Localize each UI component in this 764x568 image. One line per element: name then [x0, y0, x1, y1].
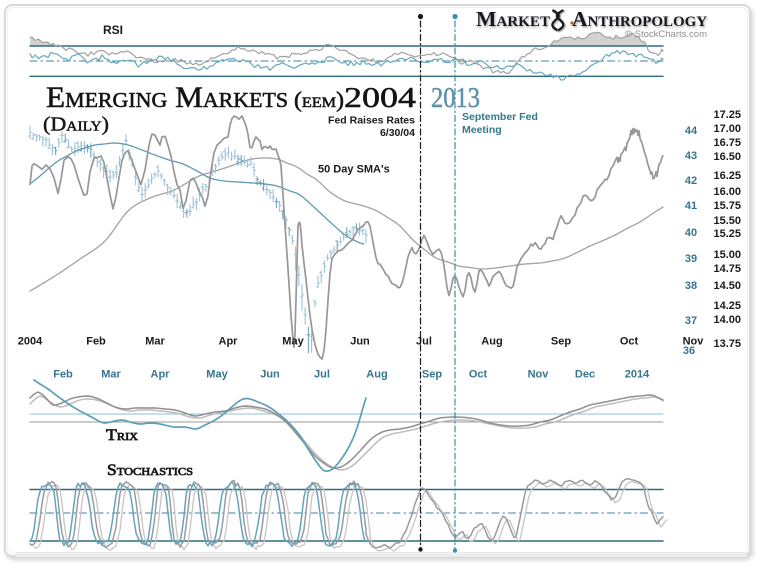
svg-text:May: May [206, 369, 228, 381]
svg-text:17.25: 17.25 [713, 109, 741, 121]
svg-text:Market: Market [476, 7, 550, 31]
svg-text:Oct: Oct [469, 369, 488, 381]
svg-text:Sep: Sep [422, 369, 442, 381]
svg-text:2013: 2013 [431, 82, 480, 114]
svg-text:40: 40 [685, 227, 697, 239]
svg-text:39: 39 [685, 253, 697, 265]
svg-text:© StockCharts.com: © StockCharts.com [625, 29, 707, 40]
svg-text:43: 43 [685, 150, 697, 162]
svg-text:42: 42 [685, 175, 697, 187]
svg-text:Sep: Sep [551, 336, 571, 348]
svg-text:16.00: 16.00 [713, 186, 741, 198]
svg-text:RSI: RSI [103, 23, 123, 37]
svg-text:2004: 2004 [18, 336, 43, 348]
svg-text:Jun: Jun [350, 336, 370, 348]
svg-text:50 Day SMA's: 50 Day SMA's [318, 164, 390, 176]
svg-text:Stochastics: Stochastics [107, 462, 193, 479]
svg-text:(eem): (eem) [294, 87, 344, 112]
svg-text:16.50: 16.50 [713, 151, 741, 163]
svg-text:May: May [282, 336, 304, 348]
svg-text:Jul: Jul [314, 369, 330, 381]
svg-text:14.50: 14.50 [713, 280, 741, 292]
svg-text:16.25: 16.25 [713, 170, 741, 182]
svg-text:Jul: Jul [416, 336, 432, 348]
svg-text:14.75: 14.75 [713, 263, 741, 275]
svg-text:Dec: Dec [575, 369, 595, 381]
svg-text:Fed Raises Rates: Fed Raises Rates [328, 115, 415, 127]
svg-text:Meeting: Meeting [462, 124, 502, 136]
svg-text:September Fed: September Fed [462, 111, 538, 123]
svg-text:44: 44 [685, 125, 698, 137]
svg-text:37: 37 [685, 315, 697, 327]
svg-text:Feb: Feb [53, 369, 73, 381]
svg-text:Nov: Nov [683, 336, 705, 348]
svg-text:15.75: 15.75 [713, 200, 741, 212]
svg-text:Nov: Nov [528, 369, 550, 381]
svg-text:2004: 2004 [344, 82, 417, 114]
svg-text:Apr: Apr [219, 336, 239, 348]
svg-text:Emerging Markets: Emerging Markets [46, 81, 288, 114]
svg-text:Mar: Mar [145, 336, 165, 348]
svg-text:Aug: Aug [481, 336, 502, 348]
svg-text:Apr: Apr [151, 369, 171, 381]
svg-text:Mar: Mar [101, 369, 121, 381]
svg-text:Oct: Oct [620, 336, 639, 348]
svg-text:6/30/04: 6/30/04 [380, 127, 415, 139]
svg-text:36: 36 [683, 345, 695, 357]
svg-text:15.50: 15.50 [713, 215, 741, 227]
svg-text:38: 38 [685, 280, 697, 292]
svg-text:14.25: 14.25 [713, 300, 741, 312]
svg-text:Aug: Aug [366, 369, 387, 381]
svg-text:(Daily): (Daily) [43, 114, 109, 136]
svg-text:17.00: 17.00 [713, 123, 741, 135]
svg-text:14.00: 14.00 [713, 314, 741, 326]
svg-text:15.25: 15.25 [713, 228, 741, 240]
svg-text:Feb: Feb [86, 336, 106, 348]
svg-text:2014: 2014 [625, 369, 650, 381]
svg-text:15.00: 15.00 [713, 249, 741, 261]
svg-text:16.75: 16.75 [713, 137, 741, 149]
svg-text:Jun: Jun [260, 369, 280, 381]
svg-text:Anthropology: Anthropology [572, 7, 707, 31]
svg-text:41: 41 [685, 200, 697, 212]
svg-text:Trix: Trix [106, 427, 138, 444]
svg-text:13.75: 13.75 [713, 338, 741, 350]
